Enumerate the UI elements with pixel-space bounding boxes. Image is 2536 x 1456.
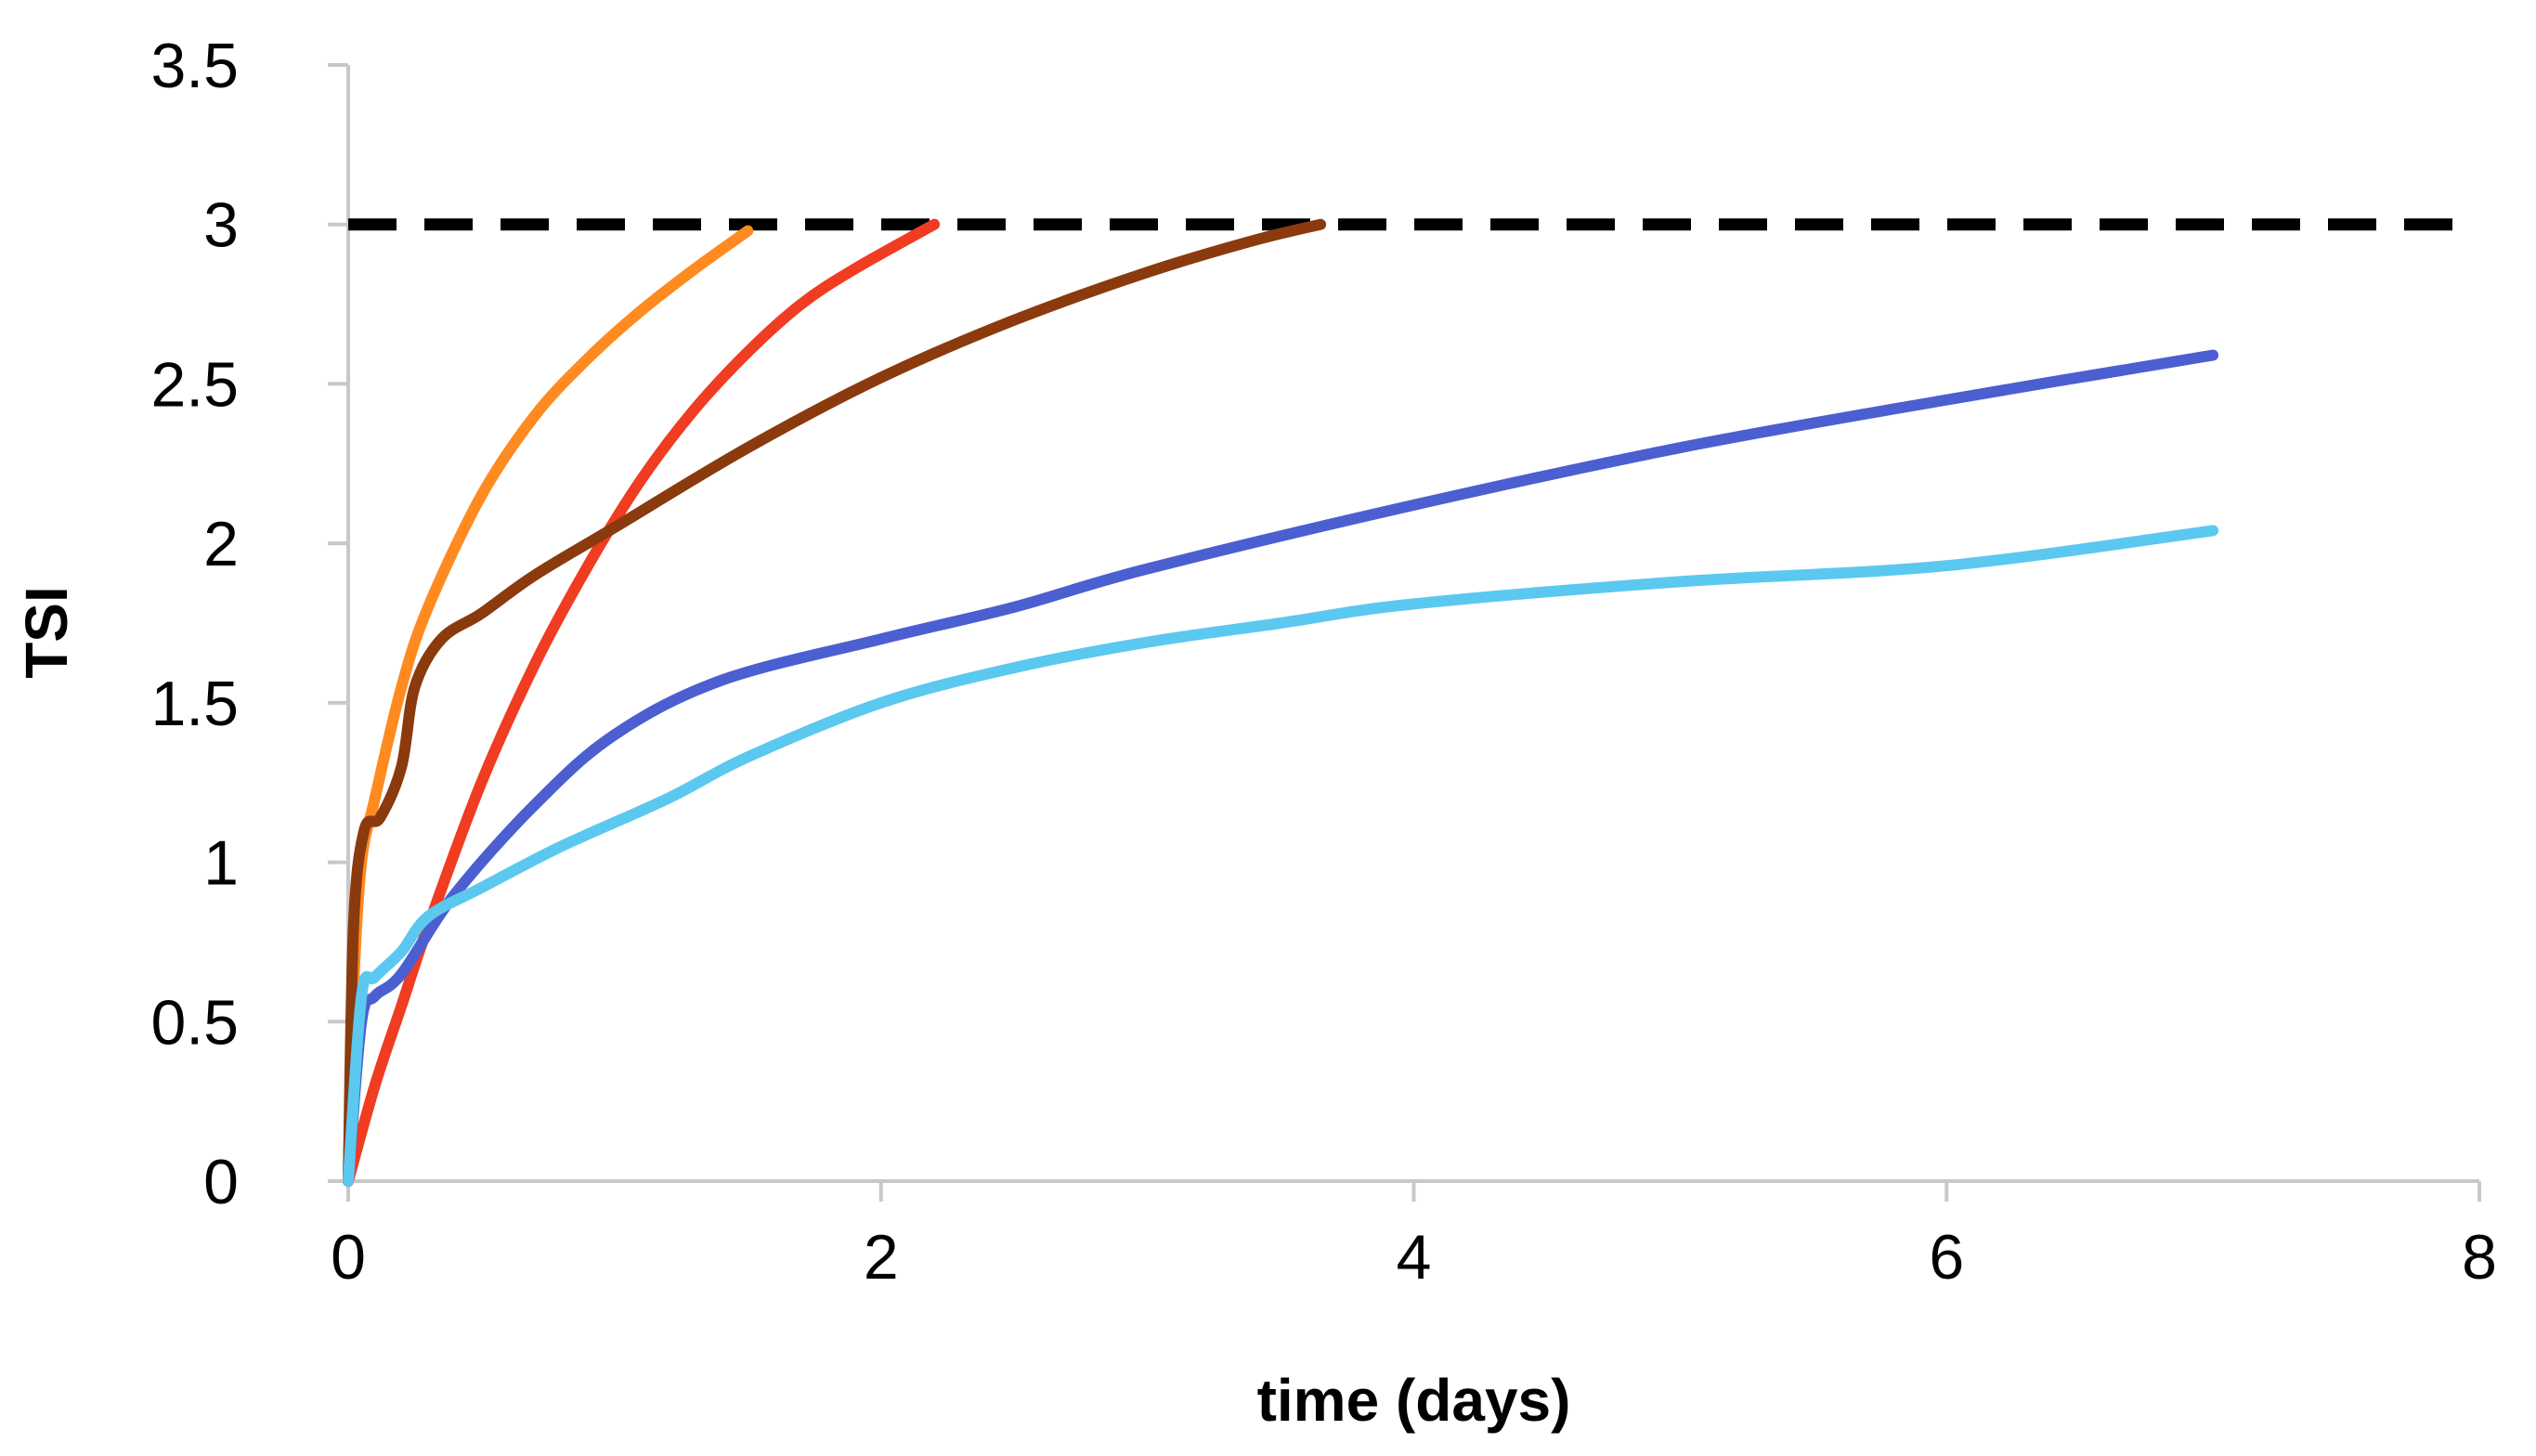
- x-tick-label: 4: [1397, 1222, 1432, 1293]
- y-tick-label: 0: [203, 1147, 239, 1217]
- y-tick-label: 3: [203, 190, 239, 261]
- series-line-brown: [343, 218, 1327, 1187]
- y-axis-ticks: 0 0.5 1 1.5 2 2.5 3 3.5: [150, 31, 348, 1217]
- series-lines: [343, 218, 2219, 1187]
- x-axis-title: time (days): [1257, 1367, 1571, 1434]
- y-tick-label: 3.5: [150, 31, 239, 101]
- y-tick-label: 2: [203, 509, 239, 579]
- x-tick-label: 0: [331, 1222, 366, 1293]
- y-tick-label: 1.5: [150, 669, 239, 739]
- x-tick-label: 2: [864, 1222, 899, 1293]
- y-tick-label: 2.5: [150, 349, 239, 420]
- x-tick-label: 6: [1929, 1222, 1964, 1293]
- x-tick-label: 8: [2462, 1222, 2497, 1293]
- y-axis-title: TSI: [13, 586, 80, 679]
- series-line-light-blue: [343, 525, 2219, 1187]
- y-tick-label: 0.5: [150, 987, 239, 1058]
- series-line-blue: [343, 349, 2219, 1187]
- y-tick-label: 1: [203, 828, 239, 899]
- series-line-red: [343, 218, 941, 1187]
- x-axis-ticks: 0 2 4 6 8: [331, 1181, 2497, 1293]
